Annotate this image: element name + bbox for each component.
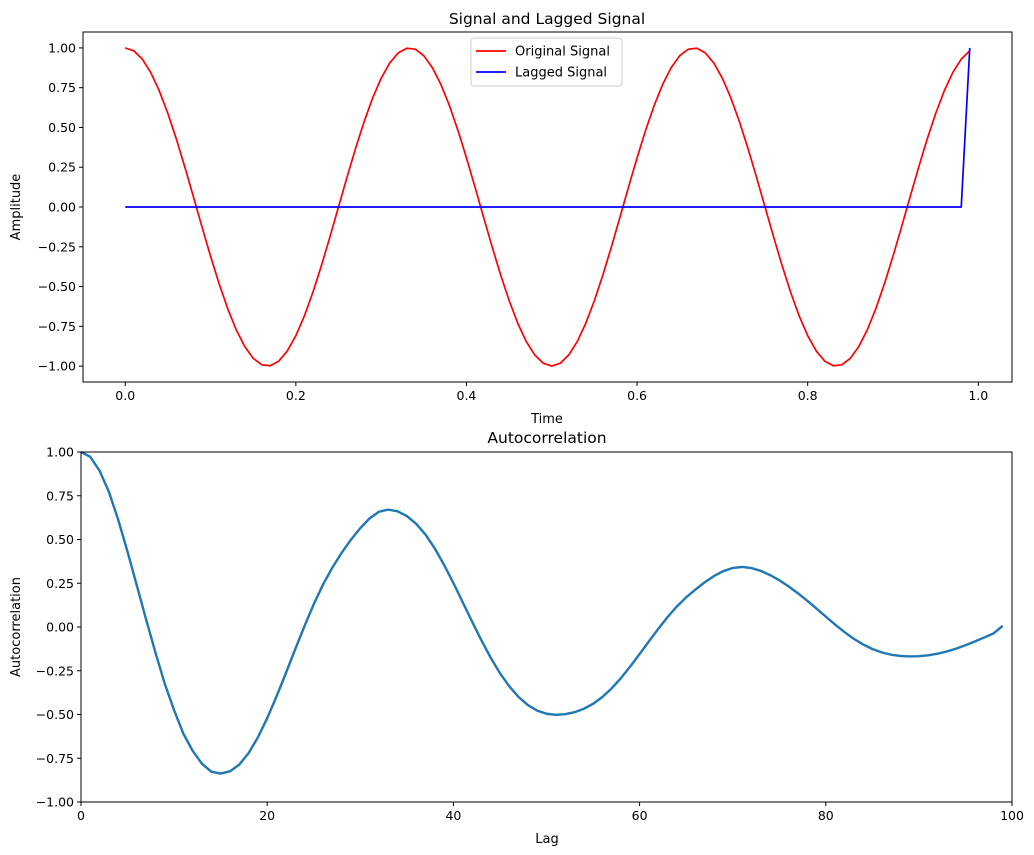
y-tick-label: 0.25 bbox=[48, 160, 76, 175]
axes-frame bbox=[82, 31, 1013, 383]
y-tick-label: 0.00 bbox=[46, 620, 74, 635]
x-tick-label: 0 bbox=[77, 808, 85, 823]
x-axis-label: Lag bbox=[535, 832, 558, 847]
y-tick-label: −0.75 bbox=[36, 751, 74, 766]
y-axis-label: Autocorrelation bbox=[9, 577, 24, 677]
y-tick-label: −0.75 bbox=[38, 319, 76, 334]
x-tick-label: 1.0 bbox=[968, 388, 988, 403]
y-tick-label: −0.50 bbox=[38, 279, 76, 294]
y-axis-label: Amplitude bbox=[9, 174, 24, 241]
y-tick-label: −1.00 bbox=[36, 795, 74, 810]
series-line-lagged-signal bbox=[125, 47, 971, 208]
legend: Original Signal Lagged Signal bbox=[470, 37, 623, 87]
y-tick-label: 0.00 bbox=[48, 200, 76, 215]
x-tick-label: 40 bbox=[445, 808, 461, 823]
y-tick-label: −1.00 bbox=[38, 359, 76, 374]
x-axis-label: Time bbox=[530, 412, 563, 427]
y-tick-label: −0.50 bbox=[36, 707, 74, 722]
y-tick-label: 0.75 bbox=[48, 80, 76, 95]
y-tick-label: −0.25 bbox=[38, 239, 76, 254]
x-tick-label: 0.6 bbox=[627, 388, 647, 403]
axes-frame bbox=[80, 451, 1013, 803]
x-tick-label: 0.0 bbox=[115, 388, 135, 403]
y-tick-label: 0.75 bbox=[46, 488, 74, 503]
chart-title: Autocorrelation bbox=[487, 429, 606, 447]
y-tick-label: −0.25 bbox=[36, 663, 74, 678]
x-tick-label: 60 bbox=[632, 808, 648, 823]
y-tick-label: 1.00 bbox=[48, 40, 76, 55]
subplot-signal: Signal and Lagged Signal 0.0 0.2 0.4 0.6 0.8… bbox=[9, 10, 1013, 427]
plot-area bbox=[80, 450, 1004, 775]
series-line-autocorrelation bbox=[80, 450, 1004, 775]
plot-area bbox=[124, 47, 971, 367]
x-tick-label: 0.8 bbox=[798, 388, 818, 403]
y-tick-label: 1.00 bbox=[46, 445, 74, 460]
x-tick-label: 80 bbox=[818, 808, 834, 823]
subplot-autocorrelation: Autocorrelation 0 20 40 60 80 100 1.00 0.75 0.50… bbox=[9, 429, 1024, 847]
legend-label-lagged-signal: Lagged Signal bbox=[515, 66, 607, 81]
series-line-original-signal bbox=[124, 47, 971, 367]
ticks: 0 20 40 60 80 100 1.00 0.75 0.50 0.25 0.00 −0.25 −0.… bbox=[36, 445, 1024, 824]
y-tick-label: 0.50 bbox=[48, 120, 76, 135]
legend-box bbox=[470, 37, 623, 87]
ticks: 0.0 0.2 0.4 0.6 0.8 1.0 1.00 0.75 0.50 0.25 0.00 −0… bbox=[38, 40, 989, 403]
x-tick-label: 0.4 bbox=[457, 388, 477, 403]
x-tick-label: 20 bbox=[259, 808, 275, 823]
y-tick-label: 0.50 bbox=[46, 532, 74, 547]
chart-title: Signal and Lagged Signal bbox=[449, 10, 645, 28]
legend-label-original-signal: Original Signal bbox=[515, 45, 610, 60]
x-tick-label: 100 bbox=[1000, 808, 1024, 823]
x-tick-label: 0.2 bbox=[286, 388, 306, 403]
y-tick-label: 0.25 bbox=[46, 576, 74, 591]
